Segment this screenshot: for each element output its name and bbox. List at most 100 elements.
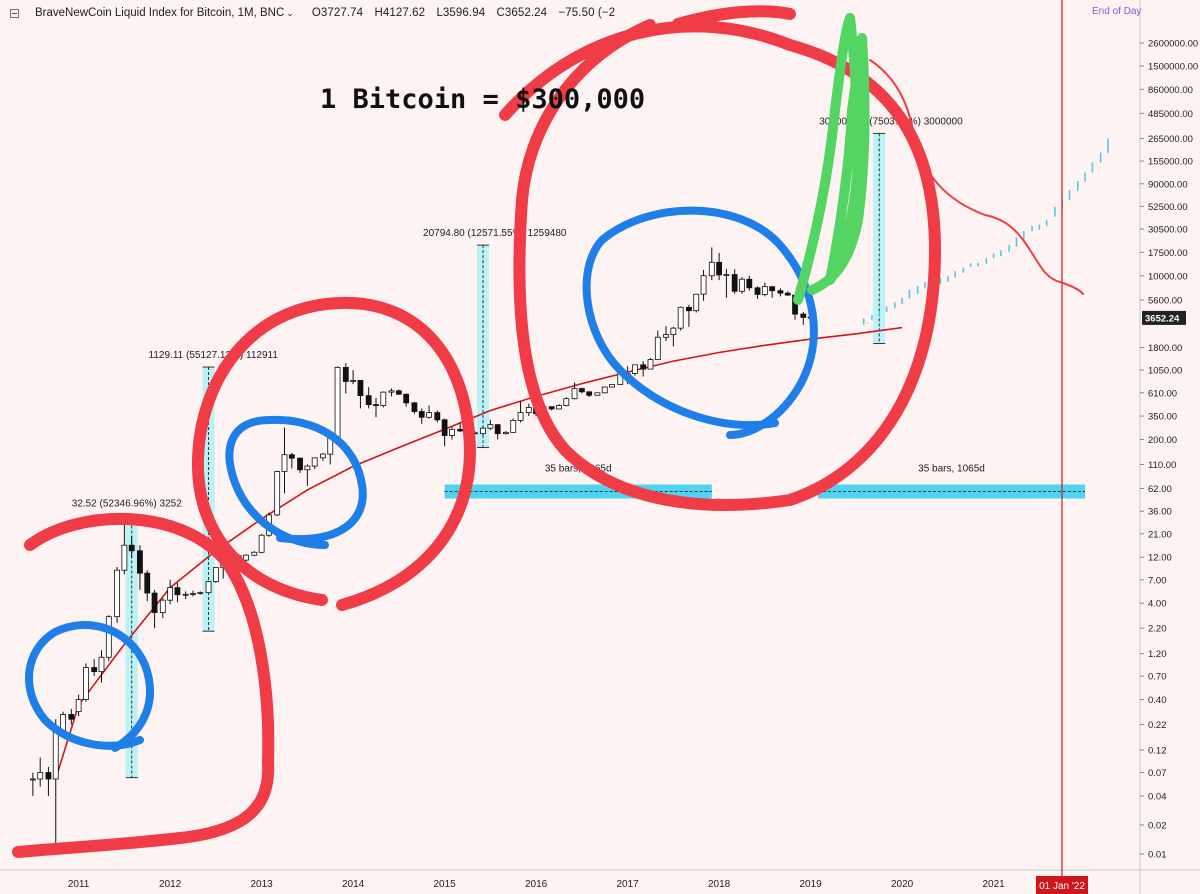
y-tick-label: 4.00 (1148, 599, 1167, 610)
candle-body (182, 593, 189, 596)
candle-body (411, 402, 418, 412)
y-tick-label: 0.12 (1148, 745, 1167, 756)
candle-body (731, 274, 738, 292)
x-tick-label: 2014 (342, 879, 365, 890)
y-tick-label: 90000.00 (1148, 179, 1188, 190)
candle-body (746, 278, 753, 289)
candle-body (708, 261, 715, 277)
red-circle-2018 (499, 19, 942, 511)
candle-body (654, 336, 661, 360)
y-tick-label: 10000.00 (1148, 271, 1188, 282)
x-tick-label: 2016 (525, 879, 548, 890)
candle-body (441, 419, 448, 436)
candle-body (342, 366, 349, 382)
ohlc-readout: O3727.74 H4127.62 L3596.94 C3652.24 −75.… (312, 7, 623, 19)
bar-count-label: 35 bars, 1065d (918, 463, 985, 474)
candle-body (144, 572, 151, 594)
x-tick-label: 2015 (433, 879, 456, 890)
candle-body (52, 730, 59, 780)
candle-body (426, 412, 432, 418)
candle-body (357, 380, 364, 397)
candle-body (769, 286, 776, 292)
y-tick-label: 0.07 (1148, 768, 1167, 779)
candle-body (380, 391, 387, 406)
candle-body (563, 398, 570, 406)
candle-body (274, 471, 281, 516)
candle-body (670, 327, 677, 336)
y-tick-label: 200.00 (1148, 435, 1177, 446)
projection-bars (862, 138, 1109, 325)
end-of-day-label: End of Day (1092, 6, 1142, 17)
candle-body (784, 292, 791, 296)
symbol-label[interactable]: BraveNewCoin Liquid Index for Bitcoin, 1… (35, 7, 285, 19)
candle-body (510, 420, 517, 433)
candle-body (388, 390, 395, 393)
y-tick-label: 52500.00 (1148, 202, 1188, 213)
y-tick-label: 17500.00 (1148, 248, 1188, 259)
y-tick-label: 1500000.00 (1148, 62, 1198, 73)
range-label: 300000.00 (7503.03%) 3000000 (819, 116, 963, 127)
candle-body (754, 287, 761, 295)
last-price-layer: 3652.24 (1142, 310, 1186, 325)
candle-body (91, 667, 98, 673)
blue-circle-2018 (582, 206, 818, 439)
candle-body (258, 534, 265, 553)
candle-body (800, 313, 807, 318)
date-marker-label: 01 Jan '22 (1039, 881, 1085, 892)
date-marker-layer: 01 Jan '22 (1036, 0, 1088, 894)
candle-body (37, 772, 44, 780)
x-tick-label: 2020 (891, 879, 914, 890)
red-stroke-top (672, 5, 796, 30)
y-tick-label: 62.00 (1148, 484, 1172, 495)
candle-body (777, 290, 784, 294)
candle-body (320, 453, 326, 459)
y-tick-label: 265000.00 (1148, 134, 1193, 145)
y-tick-label: 155000.00 (1148, 157, 1193, 168)
y-tick-label: 0.02 (1148, 820, 1167, 831)
candle-body (114, 569, 120, 618)
candle-body (281, 454, 288, 472)
candle-body (190, 593, 196, 595)
candle-body (29, 778, 36, 781)
candle-body (571, 388, 578, 400)
candle-body (403, 393, 410, 404)
candle-body (578, 388, 585, 393)
candle-body (350, 380, 357, 382)
candle-body (647, 359, 654, 370)
candle-body (212, 567, 219, 583)
y-tick-label: 2600000.00 (1148, 39, 1198, 50)
candle-body (525, 407, 532, 414)
range-label: 32.52 (52346.96%) 3252 (72, 499, 183, 510)
candle-body (151, 592, 158, 613)
candle-body (594, 392, 601, 396)
candle-body (548, 406, 555, 410)
candles (29, 247, 814, 854)
chevron-down-icon[interactable]: ⌄ (286, 7, 294, 18)
close-value: C3652.24 (496, 7, 548, 19)
y-tick-label: 21.00 (1148, 529, 1172, 540)
y-tick-label: 0.04 (1148, 791, 1167, 802)
date-marker-tag (1036, 876, 1088, 894)
red-circle-2013 (191, 296, 477, 611)
candle-body (373, 404, 379, 407)
blue-circle-2011 (25, 620, 155, 752)
candle-body (487, 424, 494, 429)
candle-body (663, 334, 669, 338)
y-tick-label: 350.00 (1148, 412, 1177, 423)
candle-body (640, 364, 647, 370)
candle-body (334, 366, 341, 439)
candle-body (83, 667, 89, 700)
candle-body (586, 391, 593, 396)
candle-body (434, 412, 441, 421)
candle-body (174, 587, 181, 596)
y-tick-label: 485000.00 (1148, 109, 1193, 120)
collapse-icon[interactable] (10, 8, 19, 18)
candle-body (288, 454, 295, 459)
y-tick-label: 0.01 (1148, 849, 1167, 860)
bar-count-rulers[interactable]: 35 bars, 1065d 35 bars, 1065d (444, 463, 1086, 499)
open-value: O3727.74 (311, 7, 364, 19)
red-circle-2011 (12, 512, 275, 858)
candle-body (693, 293, 700, 312)
